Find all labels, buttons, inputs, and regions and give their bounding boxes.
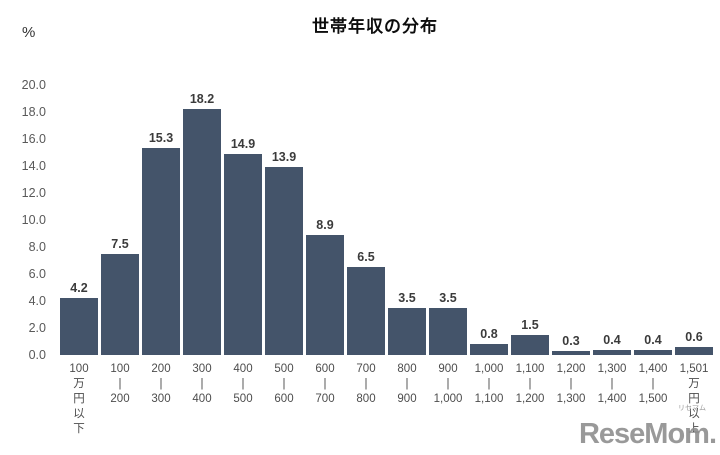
- bar: [224, 153, 262, 355]
- x-axis-label: 1,400 | 1,500: [638, 363, 668, 405]
- y-axis-tick-label: 8.0: [28, 240, 46, 254]
- bar-group: 3.5: [388, 85, 426, 355]
- bar: [265, 167, 303, 355]
- y-axis-tick-label: 2.0: [28, 321, 46, 335]
- bar-group: 18.2: [183, 85, 221, 355]
- bar-group: 0.3: [552, 85, 590, 355]
- bar-group: 7.5: [101, 85, 139, 355]
- y-axis-tick-label: 18.0: [21, 105, 46, 119]
- bar-group: 0.8: [470, 85, 508, 355]
- x-axis-label: 1,200 | 1,300: [556, 363, 586, 405]
- bar: [306, 234, 344, 355]
- x-axis-label: 1,100 | 1,200: [515, 363, 545, 405]
- x-axis-label: 1,501 万円以上: [679, 363, 709, 435]
- chart-title: 世帯年収の分布: [312, 17, 438, 36]
- bar-value-label: 15.3: [148, 131, 174, 146]
- y-axis-tick-label: 16.0: [21, 132, 46, 146]
- bar: [142, 148, 180, 355]
- x-axis-label: 900 | 1,000: [433, 363, 463, 405]
- watermark-furigana: リセマム: [678, 405, 706, 412]
- bar-group: 15.3: [142, 85, 180, 355]
- x-axis-label: 600 | 700: [315, 363, 335, 405]
- bar-group: 4.2: [60, 85, 98, 355]
- bar-value-label: 0.8: [480, 327, 498, 342]
- bar-group: 1.5: [511, 85, 549, 355]
- bar: [634, 349, 672, 355]
- bar-value-label: 3.5: [398, 290, 416, 305]
- y-axis-tick-label: 10.0: [21, 213, 46, 227]
- bar: [470, 344, 508, 355]
- bar-group: 13.9: [265, 85, 303, 355]
- y-axis-tick-label: 14.0: [21, 159, 46, 173]
- bar-group: 6.5: [347, 85, 385, 355]
- y-axis-tick-label: 4.0: [28, 294, 46, 308]
- bar-group: 14.9: [224, 85, 262, 355]
- bar-group: 8.9: [306, 85, 344, 355]
- x-axis-label: 800 | 900: [397, 363, 417, 405]
- y-axis-tick-label: 6.0: [28, 267, 46, 281]
- y-axis-unit-label: %: [22, 24, 36, 41]
- y-axis-tick-label: 20.0: [21, 78, 46, 92]
- bar-value-label: 0.3: [562, 333, 580, 348]
- bar-value-label: 0.4: [603, 332, 621, 347]
- x-axis-label: 200 | 300: [151, 363, 171, 405]
- bar: [60, 298, 98, 355]
- bar: [552, 350, 590, 355]
- bar-value-label: 3.5: [439, 290, 457, 305]
- x-axis: 100 万円以下 100 | 200 200 | 300 300 | 400 400 | 500 500 | 6…: [60, 362, 713, 437]
- bar-series: 4.2 7.5 15.3 18.2 14.9 13.9 8.9 6.5 3.5 3.5 0.8 1.5…: [60, 85, 719, 355]
- bar: [101, 253, 139, 355]
- bar-value-label: 13.9: [271, 150, 297, 165]
- bar-value-label: 1.5: [521, 317, 539, 332]
- bar: [675, 346, 713, 355]
- bar: [347, 267, 385, 355]
- x-axis-label: 100 | 200: [110, 363, 130, 405]
- x-axis-label: 300 | 400: [192, 363, 212, 405]
- y-axis-tick-label: 0.0: [28, 348, 46, 362]
- bar-group: 3.5: [429, 85, 467, 355]
- bar-group: 0.4: [634, 85, 672, 355]
- bar-value-label: 14.9: [230, 136, 256, 151]
- y-axis: 20.0 18.0 16.0 14.0 12.0 10.0 8.0 6.0 4.0 2.0 0.0: [0, 78, 46, 362]
- bar-value-label: 0.4: [644, 332, 662, 347]
- x-axis-label: 400 | 500: [233, 363, 253, 405]
- bar: [511, 334, 549, 355]
- bar-value-label: 18.2: [189, 92, 215, 107]
- x-axis-label: 700 | 800: [356, 363, 376, 405]
- bar-value-label: 6.5: [357, 250, 375, 265]
- y-axis-tick-label: 12.0: [21, 186, 46, 200]
- bar-group: 0.6: [675, 85, 713, 355]
- x-axis-label: 100 万円以下: [69, 363, 89, 435]
- bar-group: 0.4: [593, 85, 631, 355]
- bar: [183, 109, 221, 355]
- bar: [429, 307, 467, 355]
- bar: [593, 349, 631, 355]
- bar: [388, 307, 426, 355]
- x-axis-label: 1,000 | 1,100: [474, 363, 504, 405]
- bar-value-label: 7.5: [111, 236, 129, 251]
- x-axis-label: 500 | 600: [274, 363, 294, 405]
- bar-value-label: 8.9: [316, 217, 334, 232]
- x-axis-label: 1,300 | 1,400: [597, 363, 627, 405]
- bar-value-label: 4.2: [70, 281, 88, 296]
- bar-value-label: 0.6: [685, 329, 703, 344]
- resemom-watermark-logo: ReseMom.: [578, 418, 717, 450]
